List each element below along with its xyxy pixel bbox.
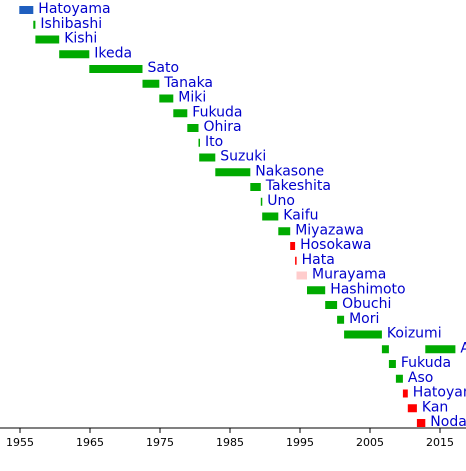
bar-fukuda: [173, 109, 188, 118]
bar-ishibashi: [33, 20, 36, 29]
bar-hata: [295, 256, 297, 265]
bar-hatoyama: [402, 389, 408, 398]
bar-hatoyama: [19, 6, 34, 14]
label-kan: Kan: [422, 399, 448, 415]
x-tick-label-1975: 1975: [146, 436, 174, 449]
labels-group: HatoyamaIshibashiKishiIkedaSatoTanakaMik…: [38, 1, 466, 430]
bar-murayama: [296, 271, 307, 280]
x-tick-label-2005: 2005: [356, 436, 384, 449]
label-takeshita: Takeshita: [265, 178, 331, 194]
label-fukuda: Fukuda: [401, 355, 451, 371]
label-miyazawa: Miyazawa: [295, 222, 364, 238]
label-miki: Miki: [178, 90, 206, 106]
bar-noda: [416, 419, 426, 427]
label-obuchi: Obuchi: [342, 296, 391, 312]
label-hatoyama: Hatoyama: [413, 385, 466, 401]
bar-hosokawa: [290, 242, 296, 250]
bar-suzuki: [199, 153, 216, 162]
label-fukuda: Fukuda: [192, 104, 242, 120]
label-abe: Abe: [460, 340, 466, 356]
bar-mori: [337, 315, 345, 324]
label-hatoyama: Hatoyama: [38, 1, 110, 17]
bar-abe: [381, 345, 389, 354]
label-murayama: Murayama: [312, 267, 386, 283]
label-suzuki: Suzuki: [220, 149, 266, 165]
bar-tanaka: [142, 79, 160, 88]
bar-ohira: [187, 124, 199, 132]
bar-koizumi: [344, 330, 382, 339]
label-nakasone: Nakasone: [255, 163, 324, 179]
bar-obuchi: [325, 301, 338, 309]
bar-sato: [89, 65, 143, 73]
label-hosokawa: Hosokawa: [300, 237, 371, 253]
label-sato: Sato: [148, 60, 180, 76]
bar-nakasone: [215, 168, 251, 177]
bar-kan: [407, 404, 417, 413]
bar-ito: [198, 138, 200, 147]
label-noda: Noda: [430, 414, 466, 430]
label-ishibashi: Ishibashi: [40, 16, 102, 32]
x-tick-label-1965: 1965: [76, 436, 104, 449]
bar-miyazawa: [278, 227, 291, 236]
label-ito: Ito: [205, 134, 223, 150]
x-axis-ticks: 1955 1965 1975 1985 1995 2005 2015: [6, 428, 454, 449]
bar-miki: [159, 94, 174, 103]
label-uno: Uno: [267, 193, 295, 209]
x-tick-label-1995: 1995: [286, 436, 314, 449]
bar-kaifu: [262, 212, 279, 221]
label-hata: Hata: [302, 252, 335, 268]
bar-aso: [395, 374, 403, 383]
bar-takeshita: [250, 183, 261, 191]
bars-group: [19, 6, 456, 427]
label-koizumi: Koizumi: [387, 326, 442, 342]
x-tick-label-1955: 1955: [6, 436, 34, 449]
label-hashimoto: Hashimoto: [330, 281, 405, 297]
bar-hashimoto: [307, 286, 326, 295]
label-kishi: Kishi: [64, 31, 97, 47]
label-kaifu: Kaifu: [283, 208, 318, 224]
label-aso: Aso: [408, 370, 433, 386]
label-mori: Mori: [349, 311, 379, 327]
label-ohira: Ohira: [204, 119, 242, 135]
bar-ikeda: [59, 50, 90, 59]
bar-abe: [425, 345, 456, 354]
label-ikeda: Ikeda: [94, 45, 132, 61]
bar-kishi: [35, 35, 60, 44]
x-tick-label-2015: 2015: [426, 436, 454, 449]
x-tick-label-1985: 1985: [216, 436, 244, 449]
label-tanaka: Tanaka: [163, 75, 213, 91]
bar-fukuda: [388, 360, 396, 368]
bar-uno: [260, 197, 263, 206]
